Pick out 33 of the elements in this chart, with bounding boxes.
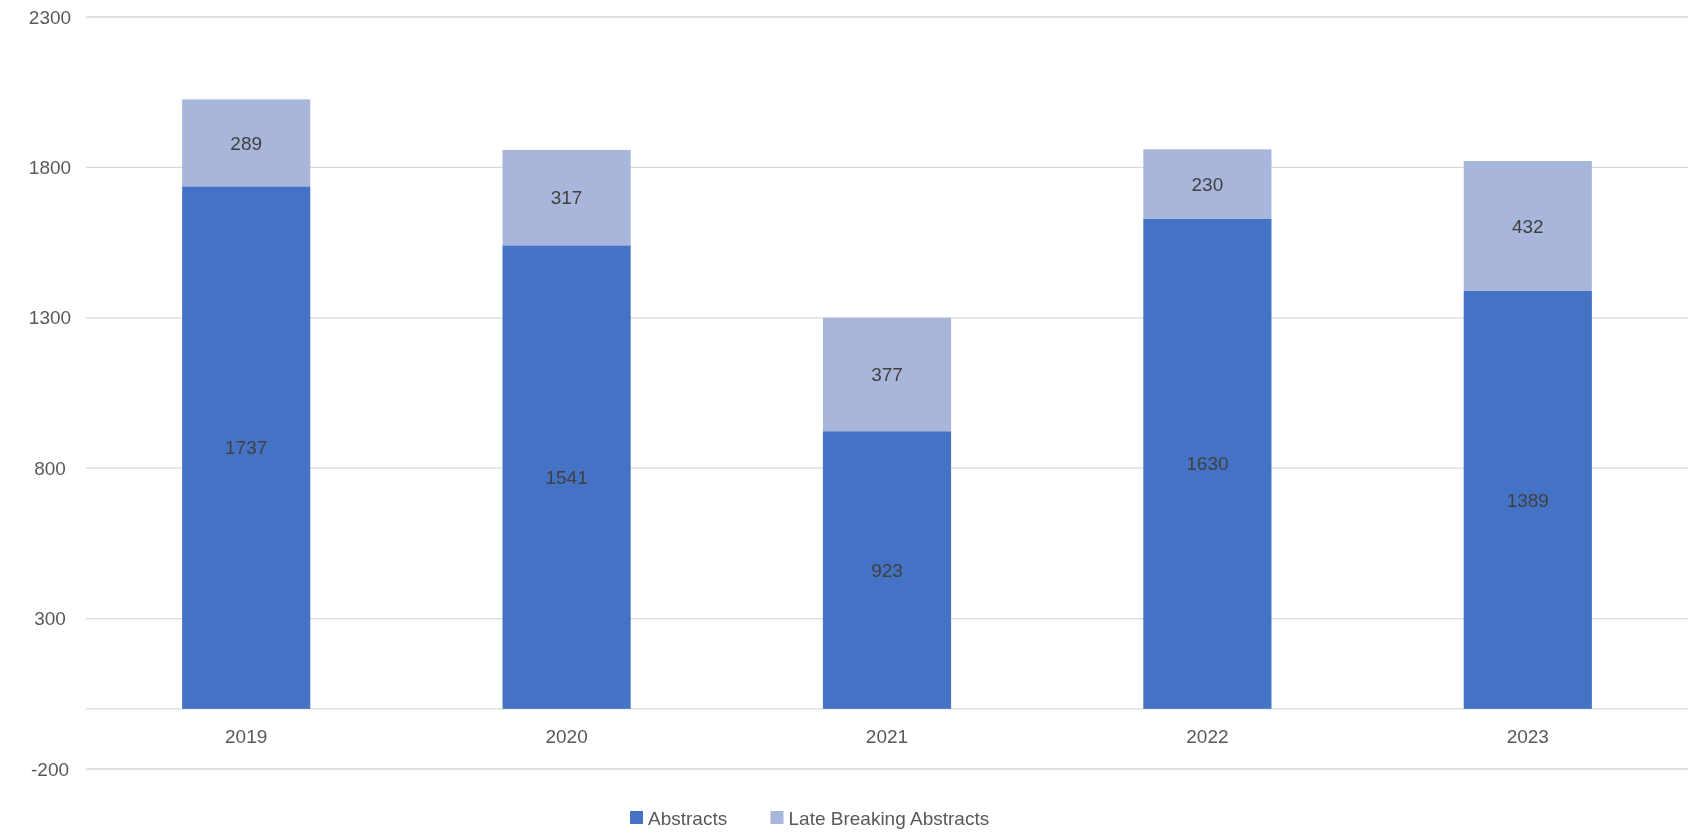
data-label: 432 bbox=[1511, 215, 1544, 237]
y-tick-label: -200 bbox=[30, 758, 70, 780]
bar bbox=[182, 99, 311, 187]
x-tick-label: 2022 bbox=[1186, 725, 1229, 747]
bar bbox=[1463, 161, 1592, 292]
bar bbox=[1143, 149, 1272, 219]
x-tick-label: 2023 bbox=[1506, 725, 1549, 747]
bar bbox=[502, 149, 631, 246]
y-tick-label: 800 bbox=[34, 457, 66, 479]
bar bbox=[822, 317, 952, 432]
data-label: 1737 bbox=[225, 437, 268, 459]
bar bbox=[502, 245, 631, 709]
y-tick-label: 1300 bbox=[28, 307, 72, 329]
legend-label: Late Breaking Abstracts bbox=[788, 807, 990, 829]
data-label: 317 bbox=[550, 187, 583, 209]
bar bbox=[822, 431, 952, 709]
bar bbox=[182, 186, 311, 709]
data-label: 923 bbox=[871, 559, 903, 581]
data-label: 1541 bbox=[545, 466, 588, 488]
x-tick-label: 2020 bbox=[545, 725, 588, 747]
data-label: 1630 bbox=[1186, 453, 1229, 475]
x-tick-label: 2019 bbox=[225, 725, 268, 747]
data-label: 230 bbox=[1191, 173, 1224, 195]
data-label: 377 bbox=[871, 364, 903, 386]
legend-label: Abstracts bbox=[648, 807, 728, 829]
bar bbox=[1143, 218, 1272, 709]
y-tick-label: 2300 bbox=[28, 6, 72, 28]
x-tick-label: 2021 bbox=[865, 725, 909, 747]
bar bbox=[1463, 291, 1592, 709]
data-label: 1389 bbox=[1506, 489, 1549, 511]
y-tick-label: 1800 bbox=[28, 157, 72, 179]
data-label: 289 bbox=[230, 132, 263, 154]
y-tick-label: 300 bbox=[34, 608, 66, 630]
